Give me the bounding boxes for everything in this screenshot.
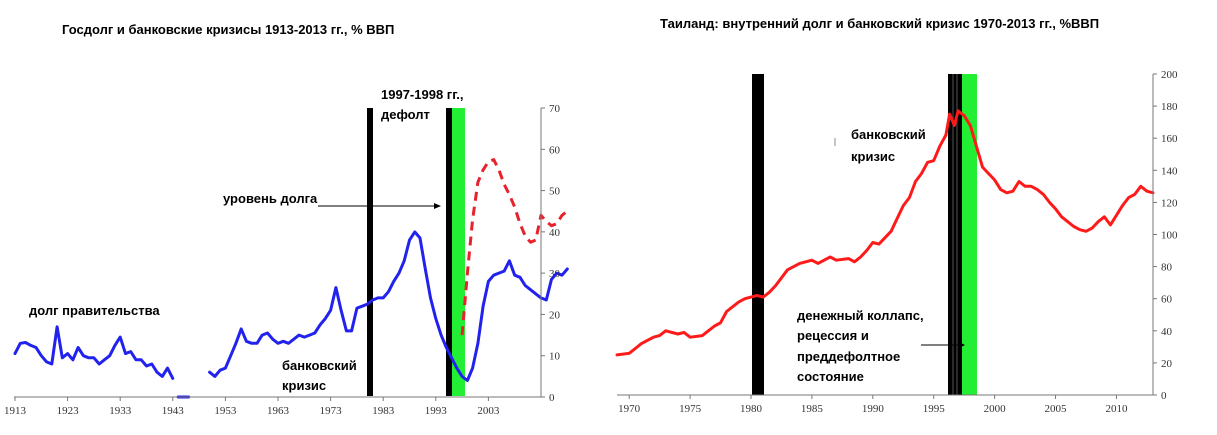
arrow-debt-level — [318, 203, 441, 209]
y-tick-label: 50 — [549, 186, 561, 198]
x-tick-label: 1990 — [862, 403, 885, 415]
x-tick-label: 1995 — [923, 403, 946, 415]
label-currency-collapse-line3: преддефолтное — [797, 349, 900, 364]
x-axis: 1970 1975 1980 1985 1990 1995 2000 2005 2010 — [617, 394, 1153, 415]
label-banking-crisis-line2: кризис — [851, 149, 895, 164]
y-tick-label: 10 — [549, 351, 561, 363]
y-axis: 0 20 40 60 80 100 120 140 160 180 200 — [1152, 69, 1178, 402]
right-chart-title: Таиланд: внутренний долг и банковский кр… — [660, 16, 1100, 31]
y-tick-label: 40 — [1161, 326, 1173, 338]
crisis-bar-1980 — [752, 74, 764, 395]
y-tick-label: 60 — [549, 144, 561, 156]
y-tick-label: 160 — [1161, 133, 1178, 145]
y-tick-label: 70 — [549, 103, 561, 115]
label-default: дефолт — [381, 107, 430, 122]
y-tick-label: 60 — [1161, 294, 1173, 306]
right-chart: 1970 1975 1980 1985 1990 1995 2000 2005 2010 0 20… — [615, 69, 1178, 415]
x-tick-label: 1943 — [162, 405, 185, 417]
y-tick-label: 200 — [1161, 69, 1178, 81]
left-chart: 1913 1923 1933 1943 1953 1963 1973 1983 1993 2003… — [4, 87, 569, 417]
y-tick-label: 30 — [549, 268, 561, 280]
x-tick-label: 1983 — [372, 405, 395, 417]
crisis-bar-1996 — [948, 74, 962, 395]
label-banking-crisis-line1: банковский — [282, 358, 357, 373]
x-tick-label: 2010 — [1105, 403, 1128, 415]
y-tick-label: 20 — [549, 309, 561, 321]
series-line-2 — [208, 230, 569, 382]
x-tick-label: 1923 — [57, 405, 80, 417]
left-chart-title: Госдолг и банковские кризисы 1913-2013 г… — [62, 22, 395, 37]
series-line-0 — [13, 325, 175, 380]
x-tick-label: 1993 — [425, 405, 448, 417]
label-default-years: 1997-1998 гг., — [381, 87, 464, 102]
y-tick-label: 0 — [549, 392, 555, 404]
y-axis: 0 10 20 30 40 50 60 70 — [540, 103, 561, 404]
x-tick-label: 1973 — [320, 405, 343, 417]
label-government-debt: долг правительства — [29, 303, 160, 318]
x-tick-label: 1953 — [214, 405, 237, 417]
crisis-band-green — [451, 108, 465, 396]
x-tick-label: 1980 — [740, 403, 763, 415]
crisis-bands — [752, 74, 977, 395]
label-debt-level: уровень долга — [223, 191, 318, 206]
x-tick-label: 2005 — [1045, 403, 1068, 415]
label-banking-crisis-line2: кризис — [282, 378, 326, 393]
x-tick-label: 1985 — [801, 403, 824, 415]
series-group — [615, 109, 1155, 357]
x-tick-label: 1963 — [267, 405, 290, 417]
crisis-bar-1981 — [367, 108, 373, 396]
crisis-band-green — [962, 74, 977, 395]
series-line-3 — [460, 158, 569, 336]
y-tick-label: 20 — [1161, 358, 1173, 370]
y-tick-label: 100 — [1161, 230, 1178, 242]
x-tick-label: 2003 — [477, 405, 500, 417]
label-currency-collapse-line1: денежный коллапс, — [797, 308, 924, 323]
label-currency-collapse-line2: рецессия и — [797, 328, 869, 343]
y-tick-label: 180 — [1161, 101, 1178, 113]
label-currency-collapse-line4: состояние — [797, 369, 864, 384]
y-tick-label: 80 — [1161, 262, 1173, 274]
x-tick-label: 1933 — [109, 405, 132, 417]
crisis-bands — [367, 108, 465, 396]
x-tick-label: 2000 — [984, 403, 1007, 415]
x-tick-label: 1913 — [4, 405, 27, 417]
x-tick-label: 1970 — [618, 403, 641, 415]
y-tick-label: 120 — [1161, 197, 1178, 209]
label-banking-crisis-line1: банковский — [851, 127, 926, 142]
y-tick-label: 40 — [549, 227, 561, 239]
arrow-currency-collapse — [921, 342, 965, 348]
x-axis: 1913 1923 1933 1943 1953 1963 1973 1983 1993 2003 — [4, 396, 541, 417]
series-line-0 — [615, 109, 1155, 357]
y-tick-label: 0 — [1161, 390, 1167, 402]
crisis-bar-1997 — [446, 108, 452, 396]
x-tick-label: 1975 — [679, 403, 702, 415]
y-tick-label: 140 — [1161, 165, 1178, 177]
